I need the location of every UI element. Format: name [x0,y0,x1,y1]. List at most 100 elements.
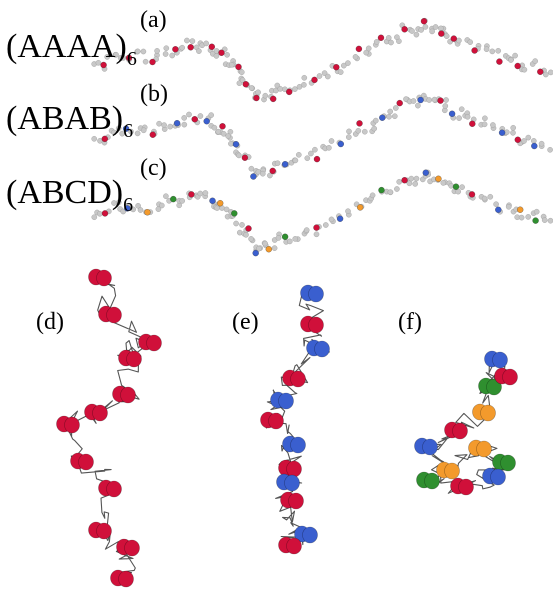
chain-bead [396,178,403,185]
chain-bead [313,231,320,238]
chain-bead [239,77,246,83]
chain-bead [322,222,329,228]
monomer-sphere [290,370,306,388]
monomer-bead [356,120,363,127]
monomer-sphere [314,340,330,358]
chain-bead [533,208,540,215]
chain-bead [438,25,444,32]
monomer-sphere [64,416,80,434]
monomer-bead [378,186,385,194]
chain-bead [443,33,450,39]
chain-bead [394,186,400,192]
monomer-bead [219,123,226,130]
monomer-bead [245,225,252,232]
chain-bead [104,54,110,60]
chain-bead [120,208,126,215]
monomer-bead [396,99,403,107]
monomer-sphere [502,368,518,386]
monomer-bead [532,217,539,224]
chain-bead [525,134,532,141]
monomer-sphere [458,478,474,496]
monomer-bead [149,131,156,138]
chain-bead [547,217,553,224]
chain-bead [328,138,335,144]
chain-bead [184,37,190,44]
monomer-bead [232,141,240,148]
monomer-bead [401,26,408,33]
monomer-bead [101,135,108,143]
monomer-bead [401,177,408,184]
monomer-sphere [96,522,112,540]
chain-bead [512,52,518,59]
chain-bead [134,130,141,137]
chain-bead [510,129,516,136]
chain-bead [301,82,307,88]
chain-bead [256,245,262,252]
chain-bead [163,45,170,52]
monomer-bead [281,161,289,168]
chain-bead [225,133,231,139]
chain-bead [277,86,284,92]
chain-bead [508,57,514,63]
chain-bead [387,189,394,195]
chain-bead [324,73,331,80]
chain-bead [458,106,465,112]
monomer-bead [281,233,289,240]
chain-bead [345,134,352,140]
monomer-sphere [284,474,300,492]
monomer-bead [355,45,363,53]
monomer-bead [241,154,249,161]
chain-bead [518,214,525,221]
panel-label-f: (f) [398,309,422,335]
monomer-bead [336,215,344,222]
row-label-b-text: (ABAB) [6,100,124,137]
chain-bead [95,60,102,66]
chain-bead [91,214,98,220]
chain-bead [128,128,134,135]
monomer-bead [188,191,195,198]
chain-bead [140,48,147,55]
chain-bead [532,58,539,64]
chain-bead [481,121,488,128]
chain-bead [548,69,553,76]
monomer-bead [333,64,340,71]
chain-bead [352,54,359,60]
panel-label-c: (c) [140,155,167,181]
monomer-bead [231,210,238,217]
chain-bead [422,24,429,30]
chain-bead [495,48,502,54]
monomer-bead [250,173,257,180]
chain-bead [415,102,421,109]
chain-bead [248,165,255,172]
chain-bead [442,103,449,109]
chain-bead [328,216,335,223]
chain-bead [363,49,370,56]
monomer-sphere [96,269,112,287]
monomer-sphere [286,537,302,555]
monomer-bead [122,125,130,132]
monomer-bead [496,58,503,65]
chain-bead [181,115,187,121]
monomer-sphere [278,392,294,410]
chain-bead [119,130,125,137]
row-label-a-subscript: 6 [126,48,137,70]
chain-bead [340,62,347,69]
monomer-bead [149,58,156,66]
monomer-bead [448,110,456,117]
chain-bead [321,70,328,76]
monomer-bead [217,200,224,207]
monomer-bead [514,136,521,143]
monomer-bead [435,175,442,182]
chain-bead [243,231,249,238]
monomer-bead [468,191,476,198]
monomer-bead [144,209,151,216]
monomer-bead [253,94,260,102]
chain-bead [413,175,420,182]
chain-bead [432,24,439,30]
monomer-sphere [444,462,460,480]
chain-bead [483,46,490,53]
structure-f [414,350,518,496]
chain-bead [538,140,545,147]
chain-bead [373,39,380,45]
